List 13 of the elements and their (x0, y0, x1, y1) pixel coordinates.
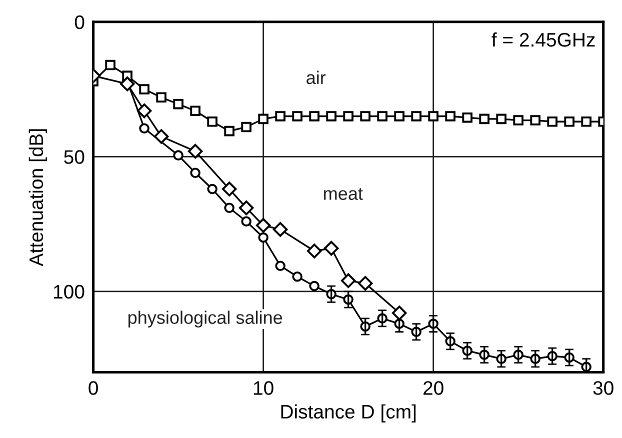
x-tick-label: 10 (254, 381, 274, 395)
annotation: f = 2.45GHz (492, 32, 595, 47)
y-tick-label: 100 (54, 284, 84, 299)
x-axis-title: Distance D [cm] (281, 404, 416, 422)
text: meat (324, 188, 363, 200)
series-label: physiological saline (128, 310, 282, 328)
y-axis-title: Attenuation [dB] (28, 129, 47, 266)
x-tick-label: 20 (423, 381, 444, 395)
y-tick-label: 0 (74, 15, 84, 30)
y-tick-label: 50 (64, 150, 84, 164)
series-label: air (306, 70, 326, 84)
x-tick-label: 30 (593, 381, 614, 395)
x-tick-label: 0 (88, 381, 98, 395)
